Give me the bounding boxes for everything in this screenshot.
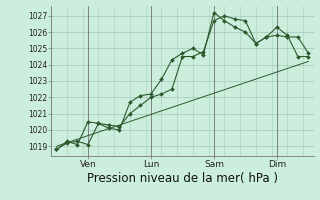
X-axis label: Pression niveau de la mer( hPa ): Pression niveau de la mer( hPa ) bbox=[87, 172, 278, 185]
